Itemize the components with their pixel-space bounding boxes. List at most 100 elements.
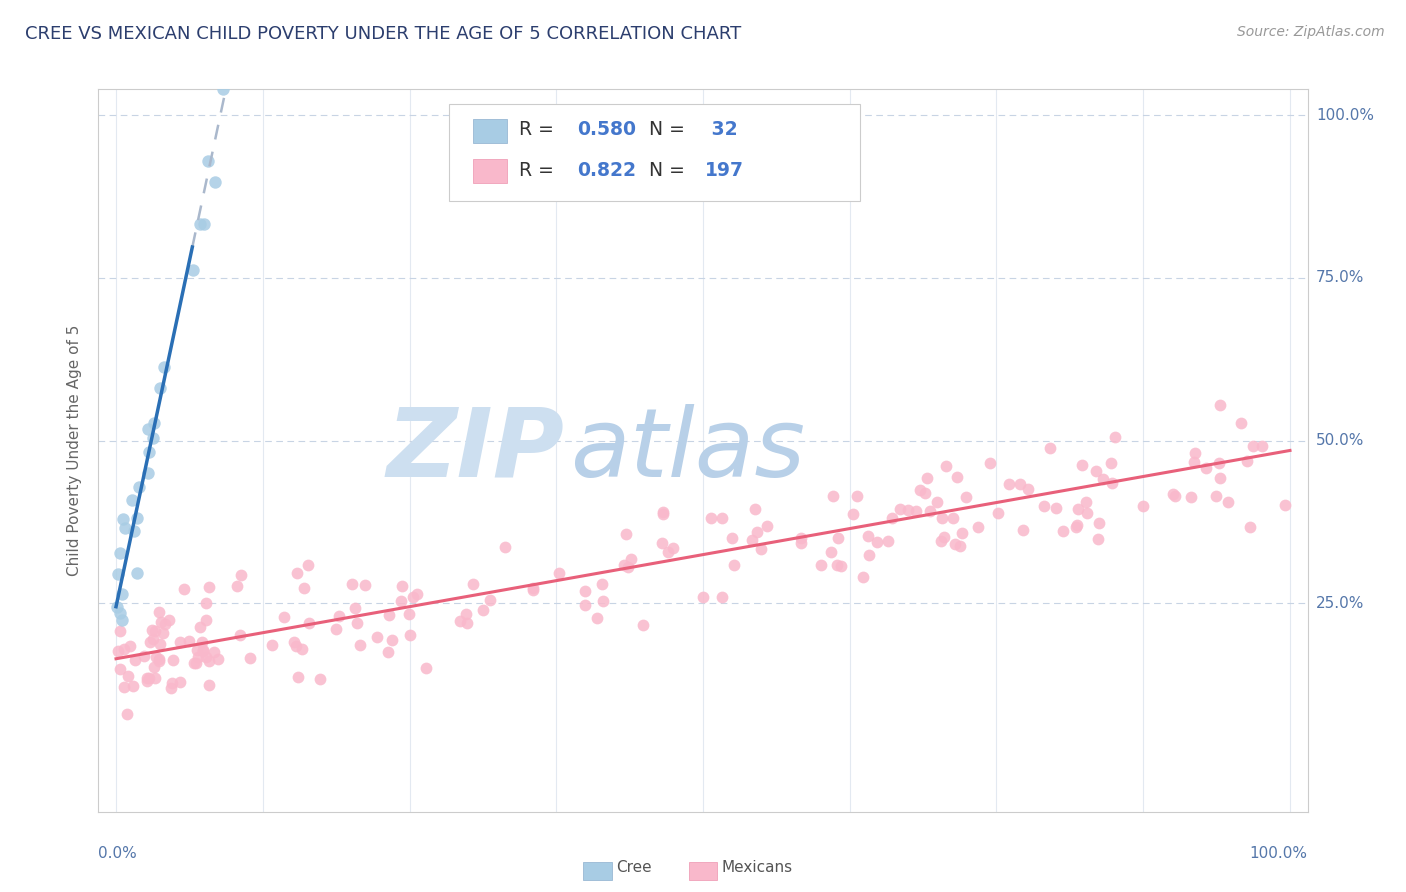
Point xyxy=(1229,416,1251,430)
Point xyxy=(1205,489,1227,503)
Point xyxy=(398,607,420,621)
Point xyxy=(198,678,221,692)
Point xyxy=(114,521,136,535)
Point xyxy=(136,466,159,480)
Point xyxy=(169,674,191,689)
Text: 0.580: 0.580 xyxy=(578,120,637,139)
Point xyxy=(1008,477,1031,491)
Point xyxy=(942,511,965,525)
Point xyxy=(662,541,685,555)
Point xyxy=(297,558,319,572)
Point xyxy=(194,613,217,627)
Point xyxy=(198,654,221,668)
Point xyxy=(212,82,235,96)
Point xyxy=(111,512,134,526)
Point xyxy=(117,706,139,721)
Point xyxy=(291,642,314,657)
Point xyxy=(162,653,184,667)
Point xyxy=(181,262,204,277)
Point xyxy=(399,627,422,641)
Text: R =: R = xyxy=(519,161,560,179)
Point xyxy=(456,607,478,621)
Point xyxy=(191,642,214,657)
Point xyxy=(225,55,247,70)
Point xyxy=(285,566,308,581)
Point xyxy=(1085,464,1108,478)
Point xyxy=(998,477,1021,491)
Point xyxy=(197,153,219,168)
Point xyxy=(112,642,135,657)
Point xyxy=(184,656,207,670)
Point xyxy=(132,648,155,663)
Point xyxy=(917,471,939,485)
Point xyxy=(522,581,544,595)
FancyBboxPatch shape xyxy=(474,160,508,183)
Point xyxy=(1161,487,1184,501)
Point xyxy=(346,616,368,631)
Point xyxy=(586,610,609,624)
Point xyxy=(810,558,832,572)
Point xyxy=(987,506,1010,520)
Text: ZIP: ZIP xyxy=(387,404,564,497)
Point xyxy=(143,624,166,639)
Point xyxy=(391,579,413,593)
Point xyxy=(107,644,129,658)
Point xyxy=(1101,475,1123,490)
Point xyxy=(1251,439,1274,453)
Y-axis label: Child Poverty Under the Age of 5: Child Poverty Under the Age of 5 xyxy=(67,325,83,576)
Text: CREE VS MEXICAN CHILD POVERTY UNDER THE AGE OF 5 CORRELATION CHART: CREE VS MEXICAN CHILD POVERTY UNDER THE … xyxy=(25,25,741,43)
Point xyxy=(193,217,215,231)
Point xyxy=(127,511,149,525)
Point xyxy=(1088,516,1111,531)
Point xyxy=(150,615,173,629)
Point xyxy=(1076,494,1098,508)
Point xyxy=(195,650,218,665)
Point xyxy=(1012,523,1035,537)
Text: Cree: Cree xyxy=(616,861,651,875)
Point xyxy=(328,609,350,624)
Point xyxy=(141,623,163,637)
Text: 0.0%: 0.0% xyxy=(98,847,138,862)
Point xyxy=(825,558,848,572)
Point xyxy=(378,607,401,622)
Text: Source: ZipAtlas.com: Source: ZipAtlas.com xyxy=(1237,25,1385,39)
Point xyxy=(461,576,484,591)
Point xyxy=(381,633,404,648)
Point xyxy=(159,613,181,627)
Point xyxy=(1017,482,1039,496)
FancyBboxPatch shape xyxy=(449,103,860,202)
Point xyxy=(226,579,249,593)
Text: 100.0%: 100.0% xyxy=(1250,847,1308,862)
Point xyxy=(1099,456,1122,470)
Point xyxy=(202,645,225,659)
Point xyxy=(145,671,167,685)
Text: 100.0%: 100.0% xyxy=(1316,108,1374,123)
Point xyxy=(1052,524,1074,538)
Point xyxy=(852,570,875,584)
Text: N =: N = xyxy=(648,120,690,139)
Point xyxy=(283,635,305,649)
Point xyxy=(1184,445,1206,459)
Point xyxy=(107,567,129,582)
Point xyxy=(173,582,195,596)
Point xyxy=(967,520,990,534)
Point xyxy=(325,622,347,636)
Text: 0.822: 0.822 xyxy=(578,161,637,179)
Point xyxy=(149,381,172,395)
Point xyxy=(591,577,613,591)
Point xyxy=(204,175,226,189)
Point xyxy=(377,645,399,659)
Point xyxy=(651,535,673,549)
Point xyxy=(128,480,150,494)
Point xyxy=(121,493,143,508)
Point xyxy=(744,502,766,516)
Point xyxy=(1180,490,1202,504)
Point xyxy=(935,458,957,473)
Point xyxy=(148,605,170,619)
Point xyxy=(1164,489,1187,503)
Point xyxy=(136,674,159,689)
Point xyxy=(845,489,868,503)
Text: R =: R = xyxy=(519,120,560,139)
Point xyxy=(1208,398,1230,412)
Point xyxy=(1032,500,1054,514)
